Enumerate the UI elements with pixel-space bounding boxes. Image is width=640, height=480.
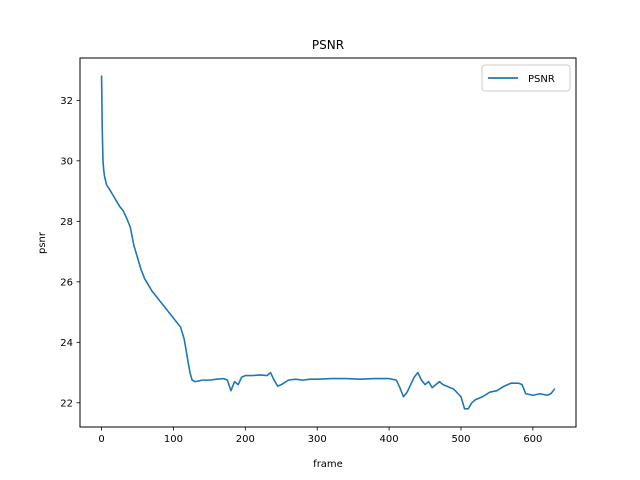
- legend-box: [481, 64, 571, 92]
- series-line-psnr: [100, 75, 556, 410]
- x-tick-label: 600: [523, 434, 542, 445]
- chart-title: PSNR: [312, 38, 344, 52]
- x-tick-label: 200: [236, 434, 255, 445]
- legend: PSNR: [481, 64, 571, 92]
- x-tick-label: 100: [164, 434, 183, 445]
- plot-layer: [100, 75, 556, 410]
- x-tick-label: 300: [308, 434, 327, 445]
- y-tick-label: 32: [60, 96, 73, 107]
- legend-label-psnr: PSNR: [528, 74, 555, 85]
- y-tick-label: 30: [60, 156, 73, 167]
- ticks-layer: 0 100 200 300 400 500 600 22 24 26 28 30 32: [60, 96, 542, 445]
- plot-frame: [79, 57, 577, 428]
- y-tick-label: 28: [60, 217, 73, 228]
- x-tick-label: 500: [451, 434, 470, 445]
- y-axis-label: psnr: [37, 231, 48, 254]
- x-tick-label: 0: [98, 434, 104, 445]
- y-tick-label: 26: [60, 277, 73, 288]
- x-tick-label: 400: [380, 434, 399, 445]
- y-tick-label: 22: [60, 398, 73, 409]
- y-tick-label: 24: [60, 338, 73, 349]
- x-axis-label: frame: [313, 459, 343, 470]
